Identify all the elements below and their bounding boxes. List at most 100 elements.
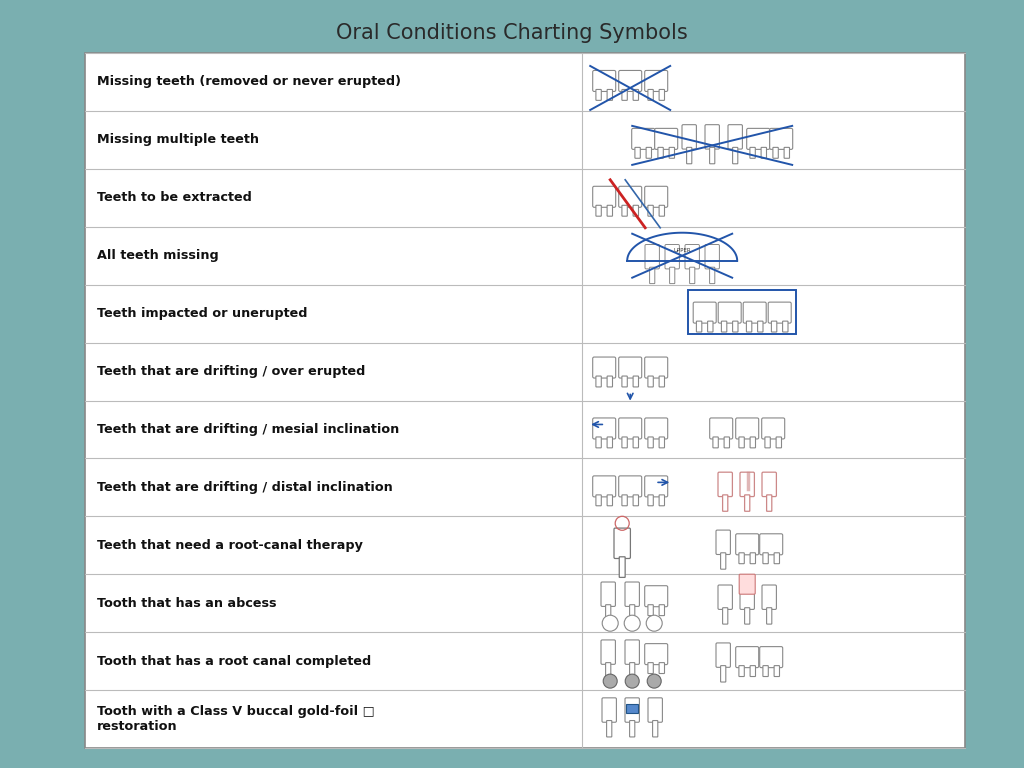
FancyBboxPatch shape <box>770 128 793 149</box>
FancyBboxPatch shape <box>721 553 726 569</box>
FancyBboxPatch shape <box>718 302 741 323</box>
Text: Oral Conditions Charting Symbols: Oral Conditions Charting Symbols <box>336 23 688 43</box>
FancyBboxPatch shape <box>721 666 726 682</box>
FancyBboxPatch shape <box>645 418 668 439</box>
FancyBboxPatch shape <box>630 720 635 737</box>
Text: All teeth missing: All teeth missing <box>97 249 219 262</box>
FancyBboxPatch shape <box>710 418 733 439</box>
Text: Teeth that are drifting / over erupted: Teeth that are drifting / over erupted <box>97 365 366 378</box>
FancyBboxPatch shape <box>728 124 742 149</box>
FancyBboxPatch shape <box>765 437 770 448</box>
FancyBboxPatch shape <box>646 147 651 158</box>
FancyBboxPatch shape <box>751 666 756 677</box>
FancyBboxPatch shape <box>593 357 615 378</box>
FancyBboxPatch shape <box>773 147 778 158</box>
FancyBboxPatch shape <box>732 321 738 332</box>
FancyBboxPatch shape <box>648 495 653 506</box>
FancyBboxPatch shape <box>687 147 692 164</box>
Text: Missing multiple teeth: Missing multiple teeth <box>97 134 259 147</box>
FancyBboxPatch shape <box>659 437 665 448</box>
FancyBboxPatch shape <box>723 495 728 511</box>
Text: UPPER: UPPER <box>674 248 691 253</box>
FancyBboxPatch shape <box>716 643 730 667</box>
FancyBboxPatch shape <box>782 321 788 332</box>
FancyBboxPatch shape <box>739 666 744 677</box>
FancyBboxPatch shape <box>743 302 766 323</box>
FancyBboxPatch shape <box>633 495 639 506</box>
Circle shape <box>647 674 662 688</box>
FancyBboxPatch shape <box>763 553 768 564</box>
FancyBboxPatch shape <box>693 302 716 323</box>
Bar <box>688 290 797 333</box>
FancyBboxPatch shape <box>696 321 701 332</box>
FancyBboxPatch shape <box>746 321 752 332</box>
FancyBboxPatch shape <box>718 585 732 610</box>
Text: Missing teeth (removed or never erupted): Missing teeth (removed or never erupted) <box>97 75 401 88</box>
FancyBboxPatch shape <box>622 205 628 216</box>
FancyBboxPatch shape <box>710 147 715 164</box>
FancyBboxPatch shape <box>750 147 756 158</box>
FancyBboxPatch shape <box>767 607 772 624</box>
FancyBboxPatch shape <box>633 437 639 448</box>
FancyBboxPatch shape <box>760 647 782 667</box>
FancyBboxPatch shape <box>618 187 642 207</box>
FancyBboxPatch shape <box>606 720 611 737</box>
FancyBboxPatch shape <box>762 585 776 610</box>
FancyBboxPatch shape <box>632 128 654 149</box>
FancyBboxPatch shape <box>625 582 639 607</box>
FancyBboxPatch shape <box>648 89 653 101</box>
FancyBboxPatch shape <box>618 476 642 497</box>
FancyBboxPatch shape <box>630 663 635 679</box>
FancyBboxPatch shape <box>602 698 616 722</box>
FancyBboxPatch shape <box>732 147 738 164</box>
Text: Teeth that are drifting / distal inclination: Teeth that are drifting / distal inclina… <box>97 481 393 494</box>
FancyBboxPatch shape <box>648 698 663 722</box>
FancyBboxPatch shape <box>716 530 730 554</box>
FancyBboxPatch shape <box>596 437 601 448</box>
FancyBboxPatch shape <box>607 376 612 387</box>
FancyBboxPatch shape <box>659 89 665 101</box>
FancyBboxPatch shape <box>618 357 642 378</box>
FancyBboxPatch shape <box>744 495 750 511</box>
FancyBboxPatch shape <box>669 147 675 158</box>
Text: Teeth impacted or unerupted: Teeth impacted or unerupted <box>97 307 307 320</box>
FancyBboxPatch shape <box>735 647 759 667</box>
FancyBboxPatch shape <box>657 147 664 158</box>
FancyBboxPatch shape <box>746 128 770 149</box>
Text: Tooth that has an abcess: Tooth that has an abcess <box>97 597 276 610</box>
Text: Tooth that has a root canal completed: Tooth that has a root canal completed <box>97 654 372 667</box>
FancyBboxPatch shape <box>744 607 750 624</box>
FancyBboxPatch shape <box>767 495 772 511</box>
FancyBboxPatch shape <box>607 89 612 101</box>
FancyBboxPatch shape <box>774 553 779 564</box>
FancyBboxPatch shape <box>648 437 653 448</box>
FancyBboxPatch shape <box>605 604 610 621</box>
FancyBboxPatch shape <box>605 663 610 679</box>
Bar <box>627 704 638 713</box>
FancyBboxPatch shape <box>645 476 668 497</box>
FancyBboxPatch shape <box>739 553 744 564</box>
FancyBboxPatch shape <box>710 267 715 283</box>
Text: Teeth that need a root-canal therapy: Teeth that need a root-canal therapy <box>97 539 362 551</box>
FancyBboxPatch shape <box>760 534 782 554</box>
FancyBboxPatch shape <box>648 663 653 674</box>
FancyBboxPatch shape <box>689 267 695 283</box>
FancyBboxPatch shape <box>630 604 635 621</box>
FancyBboxPatch shape <box>740 472 755 497</box>
FancyBboxPatch shape <box>758 321 763 332</box>
FancyBboxPatch shape <box>740 585 755 610</box>
FancyBboxPatch shape <box>635 147 640 158</box>
FancyBboxPatch shape <box>618 418 642 439</box>
FancyBboxPatch shape <box>625 640 639 664</box>
FancyBboxPatch shape <box>761 147 767 158</box>
Text: Teeth to be extracted: Teeth to be extracted <box>97 191 252 204</box>
FancyBboxPatch shape <box>735 418 759 439</box>
FancyBboxPatch shape <box>705 124 720 149</box>
Text: Tooth with a Class V buccal gold-foil □
restoration: Tooth with a Class V buccal gold-foil □ … <box>97 705 375 733</box>
FancyBboxPatch shape <box>768 302 792 323</box>
FancyBboxPatch shape <box>774 666 779 677</box>
Circle shape <box>603 674 617 688</box>
FancyBboxPatch shape <box>724 437 729 448</box>
FancyBboxPatch shape <box>593 71 615 91</box>
FancyBboxPatch shape <box>648 376 653 387</box>
